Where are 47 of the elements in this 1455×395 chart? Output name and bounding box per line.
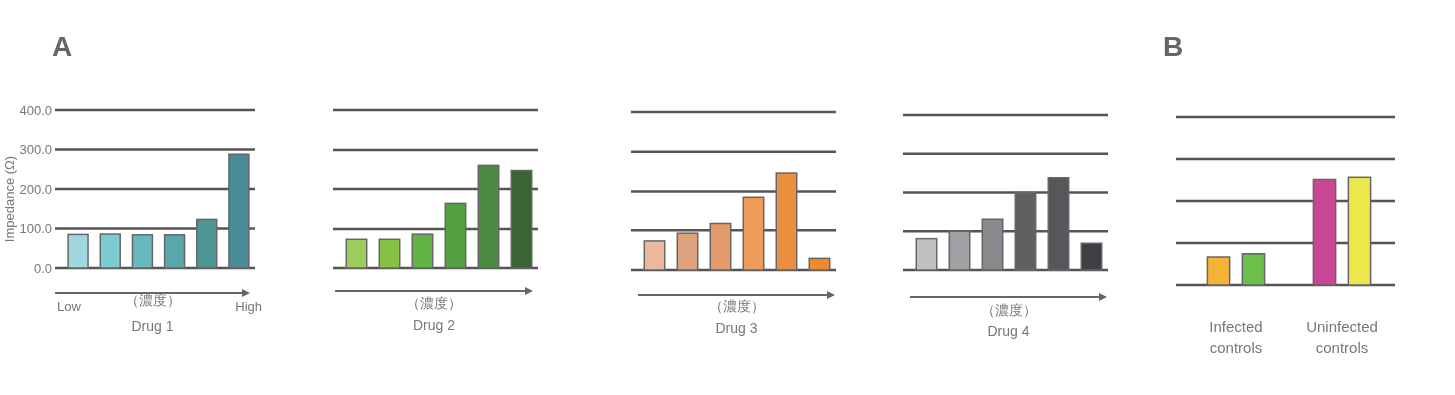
bar [1241, 253, 1266, 286]
text: Drug 1 [131, 318, 174, 334]
bar [1014, 191, 1037, 271]
y-tick-label: 300.0 [19, 142, 52, 157]
bar [378, 238, 401, 269]
bar [676, 232, 699, 271]
text: B [1163, 31, 1184, 62]
y-tick-label: 100.0 [19, 221, 52, 236]
x-tick-label: Infected controls [1209, 318, 1263, 356]
text: Drug 4 [987, 323, 1030, 339]
text: High [235, 299, 262, 314]
y-tick-label: 0.0 [33, 260, 52, 276]
x-axis-title: （濃度） [980, 302, 1037, 318]
y-axis-title: Impedance (Ω) [2, 155, 17, 243]
y-tick-label: 400.0 [19, 102, 52, 118]
bar [196, 218, 218, 269]
bar [444, 202, 467, 269]
bar [742, 196, 765, 271]
bar [510, 169, 533, 269]
bar [1347, 176, 1372, 286]
bar [808, 257, 831, 271]
bar [948, 230, 971, 271]
bar [228, 153, 250, 269]
bar [163, 234, 186, 269]
bar [1312, 178, 1337, 286]
text: A [52, 31, 73, 62]
bar [99, 233, 121, 269]
text: Low [57, 299, 82, 314]
bar [915, 237, 938, 271]
text: Drug 3 [715, 320, 758, 336]
bar [411, 233, 434, 269]
x-tick-label: Uninfected controls [1306, 318, 1378, 356]
x-axis-title: （濃度） [124, 292, 181, 308]
bar [643, 240, 666, 271]
bar [1206, 256, 1231, 286]
bar [1080, 242, 1103, 271]
x-axis-title: （濃度） [406, 295, 462, 311]
bar [67, 233, 89, 269]
text: Drug 2 [412, 317, 456, 333]
bar [981, 218, 1004, 271]
bar [131, 234, 154, 269]
bar [477, 164, 500, 269]
bar [709, 222, 732, 271]
bar [775, 172, 798, 271]
x-axis-title: （濃度） [708, 298, 765, 314]
bar [345, 238, 368, 269]
y-tick-label: 200.0 [19, 181, 52, 197]
